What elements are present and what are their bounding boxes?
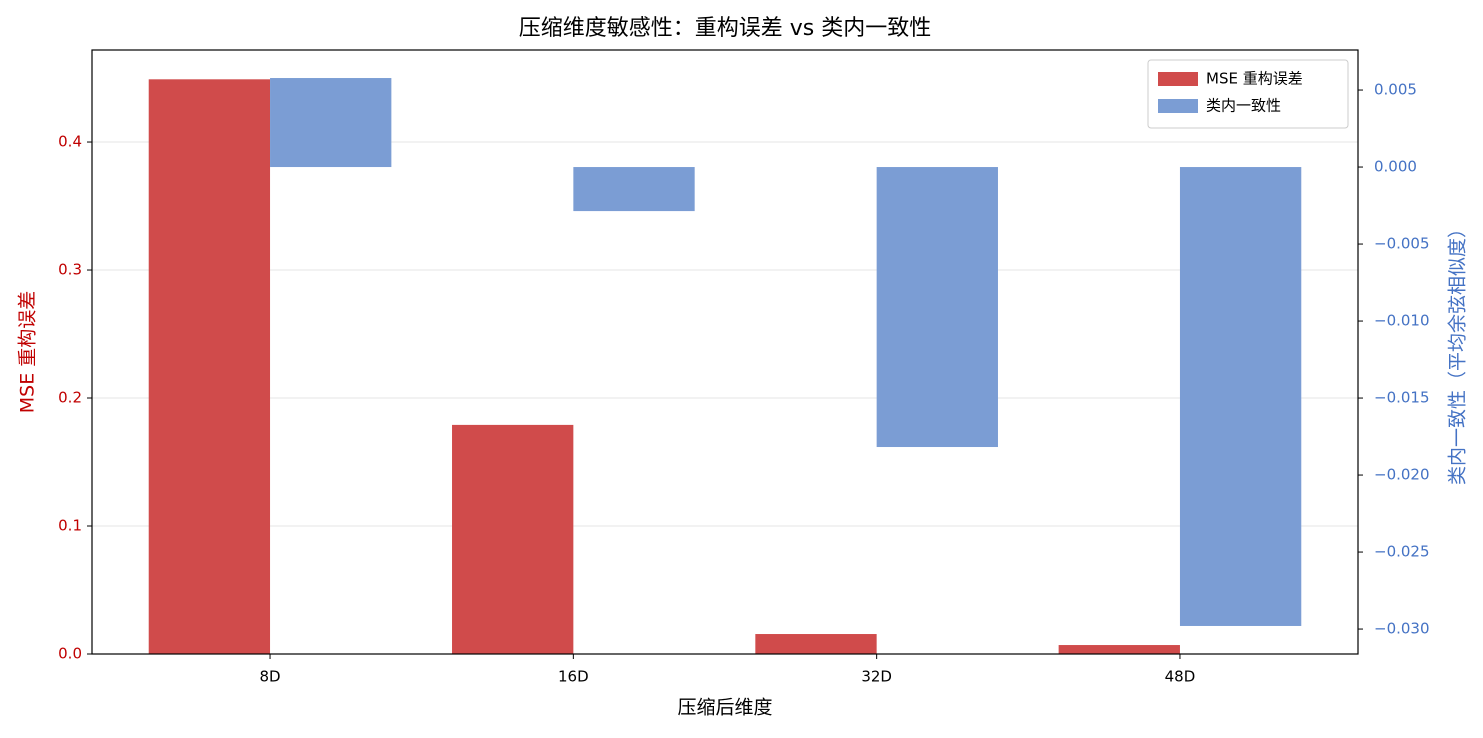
- y2-tick-label: −0.030: [1374, 620, 1430, 638]
- bar: [1179, 167, 1302, 626]
- bar: [1058, 645, 1180, 654]
- legend-swatch: [1158, 99, 1198, 113]
- legend-swatch: [1158, 72, 1198, 86]
- y-tick-label: 0.1: [58, 517, 82, 535]
- y-tick-label: 0.4: [58, 133, 82, 151]
- y2-tick-label: −0.015: [1374, 389, 1430, 407]
- legend-label: 类内一致性: [1206, 97, 1281, 115]
- y2-tick-label: 0.000: [1374, 158, 1417, 176]
- y-tick-label: 0.2: [58, 389, 82, 407]
- x-tick-label: 16D: [558, 668, 589, 686]
- plot-frame: [91, 49, 1359, 655]
- y-axis-label: MSE 重构误差: [17, 291, 39, 414]
- y2-tick-label: −0.025: [1374, 543, 1430, 561]
- bar: [876, 167, 998, 448]
- x-tick-label: 48D: [1165, 668, 1196, 686]
- y2-tick-label: −0.005: [1374, 235, 1430, 253]
- legend-label: MSE 重构误差: [1206, 70, 1303, 88]
- y2-tick-label: 0.005: [1374, 81, 1417, 99]
- x-tick-label: 8D: [259, 668, 280, 686]
- bar: [573, 167, 695, 212]
- bar: [452, 424, 574, 654]
- x-tick-label: 32D: [861, 668, 892, 686]
- y-tick-label: 0.3: [58, 261, 82, 279]
- y-tick-label: 0.0: [58, 645, 82, 663]
- bar: [755, 634, 877, 654]
- y2-tick-label: −0.020: [1374, 466, 1430, 484]
- chart-title: 压缩维度敏感性：重构误差 vs 类内一致性: [519, 16, 931, 41]
- y2-axis-label: 类内一致性（平均余弦相似度）: [1447, 219, 1469, 485]
- x-axis-label: 压缩后维度: [677, 697, 772, 719]
- y2-tick-label: −0.010: [1374, 312, 1430, 330]
- bar: [148, 79, 271, 655]
- bar: [270, 78, 392, 168]
